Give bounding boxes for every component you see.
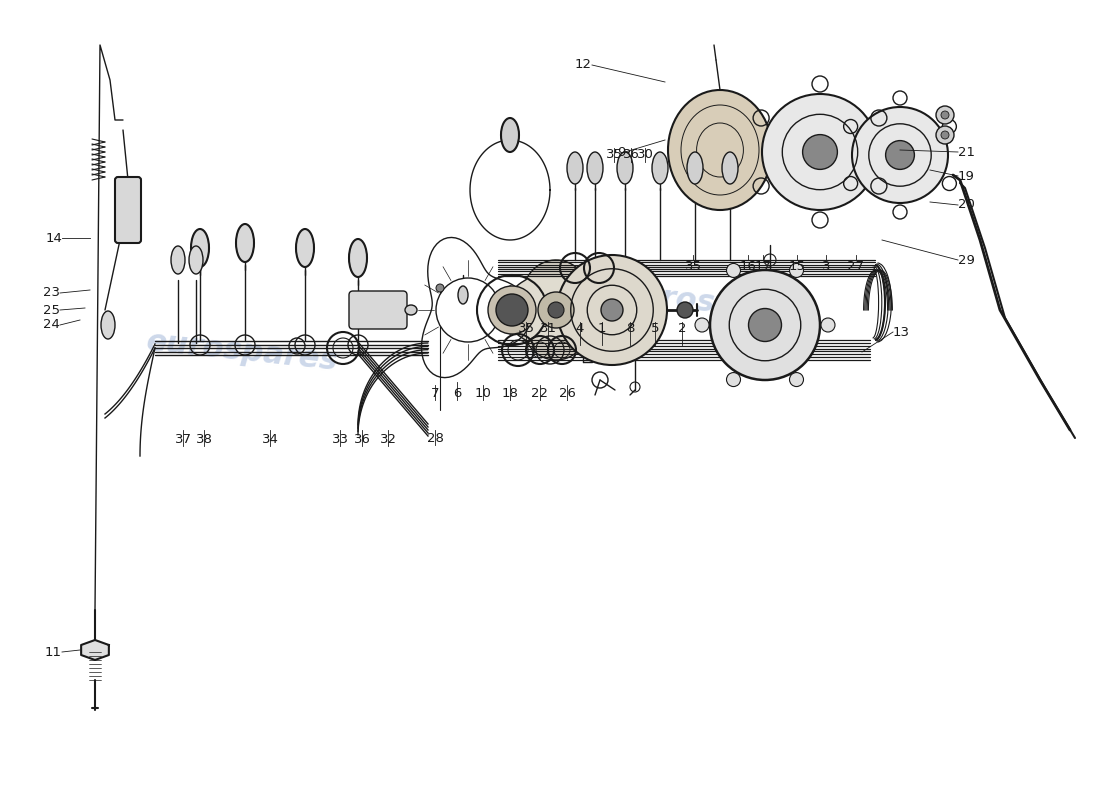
Circle shape: [936, 126, 954, 144]
Text: 27: 27: [847, 260, 865, 273]
Text: 24: 24: [43, 318, 60, 331]
Text: 17: 17: [755, 260, 771, 273]
Circle shape: [548, 302, 564, 318]
Circle shape: [436, 284, 444, 292]
Ellipse shape: [587, 152, 603, 184]
Text: 10: 10: [474, 387, 492, 400]
Circle shape: [790, 263, 803, 278]
Circle shape: [852, 107, 948, 203]
FancyBboxPatch shape: [349, 291, 407, 329]
Ellipse shape: [236, 224, 254, 262]
Text: 37: 37: [175, 433, 191, 446]
Text: 7: 7: [431, 387, 439, 400]
Circle shape: [710, 270, 820, 380]
Circle shape: [538, 292, 574, 328]
Ellipse shape: [189, 246, 204, 274]
Text: 19: 19: [958, 170, 975, 182]
Text: 29: 29: [958, 254, 975, 266]
Ellipse shape: [566, 152, 583, 184]
Text: 33: 33: [331, 433, 349, 446]
Text: 36: 36: [623, 148, 639, 161]
Text: 6: 6: [453, 387, 461, 400]
Circle shape: [695, 318, 710, 332]
Polygon shape: [506, 260, 606, 360]
Circle shape: [886, 141, 914, 170]
Text: 35: 35: [605, 148, 623, 161]
Text: 28: 28: [427, 432, 443, 445]
Ellipse shape: [652, 152, 668, 184]
Circle shape: [726, 263, 740, 278]
Text: eurospares: eurospares: [144, 327, 340, 377]
Circle shape: [936, 106, 954, 124]
Text: 35: 35: [684, 260, 702, 273]
Text: 4: 4: [575, 322, 584, 335]
Text: 15: 15: [789, 260, 805, 273]
Circle shape: [790, 373, 803, 386]
Polygon shape: [81, 640, 109, 660]
Circle shape: [496, 294, 528, 326]
Text: 1: 1: [597, 322, 606, 335]
Ellipse shape: [349, 239, 367, 277]
Text: 5: 5: [651, 322, 659, 335]
FancyBboxPatch shape: [116, 177, 141, 243]
Ellipse shape: [405, 305, 417, 315]
Circle shape: [803, 134, 837, 170]
Text: 22: 22: [531, 387, 549, 400]
Text: 30: 30: [637, 148, 653, 161]
Circle shape: [940, 131, 949, 139]
Text: 18: 18: [502, 387, 518, 400]
Text: 35: 35: [517, 322, 535, 335]
Text: 2: 2: [678, 322, 686, 335]
Text: 36: 36: [353, 433, 371, 446]
Text: 20: 20: [958, 198, 975, 211]
Text: eurospares: eurospares: [617, 279, 813, 329]
Circle shape: [436, 278, 500, 342]
Ellipse shape: [458, 286, 468, 304]
Text: 21: 21: [958, 146, 975, 158]
Text: 16: 16: [739, 260, 757, 273]
Text: 38: 38: [196, 433, 212, 446]
Text: 23: 23: [43, 286, 60, 299]
Text: 25: 25: [43, 303, 60, 317]
Text: 9: 9: [617, 146, 625, 158]
Circle shape: [762, 94, 878, 210]
Ellipse shape: [668, 90, 772, 210]
Ellipse shape: [101, 311, 116, 339]
Circle shape: [940, 111, 949, 119]
Ellipse shape: [722, 152, 738, 184]
Ellipse shape: [500, 118, 519, 152]
Text: 3: 3: [822, 260, 830, 273]
Ellipse shape: [688, 152, 703, 184]
Ellipse shape: [617, 152, 632, 184]
Circle shape: [601, 299, 623, 321]
Text: 12: 12: [575, 58, 592, 71]
Circle shape: [748, 309, 781, 342]
Text: 11: 11: [45, 646, 62, 658]
Text: 32: 32: [379, 433, 396, 446]
Text: 14: 14: [45, 231, 62, 245]
Ellipse shape: [170, 246, 185, 274]
Circle shape: [726, 373, 740, 386]
Circle shape: [488, 286, 536, 334]
Text: 8: 8: [626, 322, 635, 335]
Text: 26: 26: [559, 387, 575, 400]
Ellipse shape: [191, 229, 209, 267]
Text: 31: 31: [539, 322, 557, 335]
Text: 13: 13: [893, 326, 910, 338]
Text: 34: 34: [262, 433, 278, 446]
Ellipse shape: [296, 229, 314, 267]
Circle shape: [557, 255, 667, 365]
Circle shape: [676, 302, 693, 318]
Circle shape: [821, 318, 835, 332]
